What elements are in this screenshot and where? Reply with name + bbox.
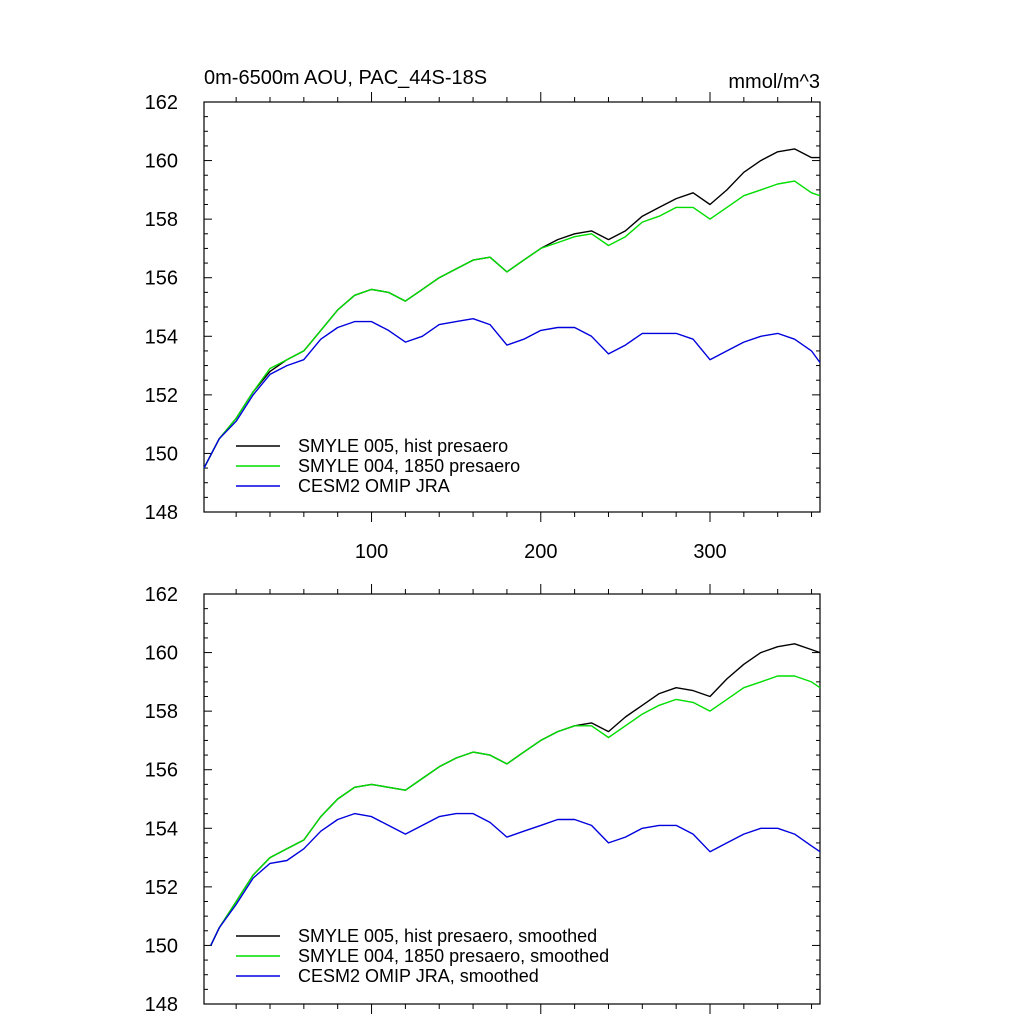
- series-line-2: [203, 180, 821, 469]
- y-tick-label: 154: [145, 818, 178, 840]
- legend-label-2: SMYLE 004, 1850 presaero: [298, 456, 520, 476]
- y-tick-label: 158: [145, 701, 178, 723]
- series-line-3: [210, 812, 821, 946]
- legend-label-3: CESM2 OMIP JRA, smoothed: [298, 966, 539, 986]
- y-tick-label: 150: [145, 443, 178, 465]
- x-tick-label: 100: [355, 541, 388, 563]
- plot-frame: [203, 101, 821, 513]
- legend-label-1: SMYLE 005, hist presaero, smoothed: [298, 926, 597, 946]
- x-tick-label: 300: [693, 541, 726, 563]
- legend-label-3: CESM2 OMIP JRA: [298, 476, 450, 496]
- y-tick-label: 156: [145, 268, 178, 290]
- top-panel: 148 150 152 154 156 158 160 162 100 200 300 0m-6500…: [145, 67, 821, 563]
- y-tick-label: 156: [145, 760, 178, 782]
- series-line-3: [203, 318, 821, 469]
- y-tick-label: 162: [145, 92, 178, 114]
- x-tick-label: 200: [524, 541, 557, 563]
- y-tick-label: 154: [145, 326, 178, 348]
- legend-label-1: SMYLE 005, hist presaero: [298, 436, 508, 456]
- y-tick-label: 162: [145, 584, 178, 606]
- y-tick-label: 148: [145, 994, 178, 1016]
- y-tick-label: 152: [145, 385, 178, 407]
- y-tick-label: 160: [145, 151, 178, 173]
- chart-title: 0m-6500m AOU, PAC_44S-18S: [204, 67, 487, 89]
- series-line-2: [210, 675, 821, 946]
- y-tick-label: 150: [145, 935, 178, 957]
- y-tick-label: 158: [145, 209, 178, 231]
- units-label: mmol/m^3: [728, 71, 820, 93]
- y-tick-label: 160: [145, 643, 178, 665]
- series-line-1: [203, 148, 820, 469]
- legend-label-2: SMYLE 004, 1850 presaero, smoothed: [298, 946, 609, 966]
- series-line-1: [210, 643, 821, 946]
- y-tick-label: 148: [145, 502, 178, 524]
- y-tick-label: 152: [145, 877, 178, 899]
- bottom-panel: 148 150 152 154 156 158 160 162 SMYLE 005, hist …: [145, 584, 821, 1016]
